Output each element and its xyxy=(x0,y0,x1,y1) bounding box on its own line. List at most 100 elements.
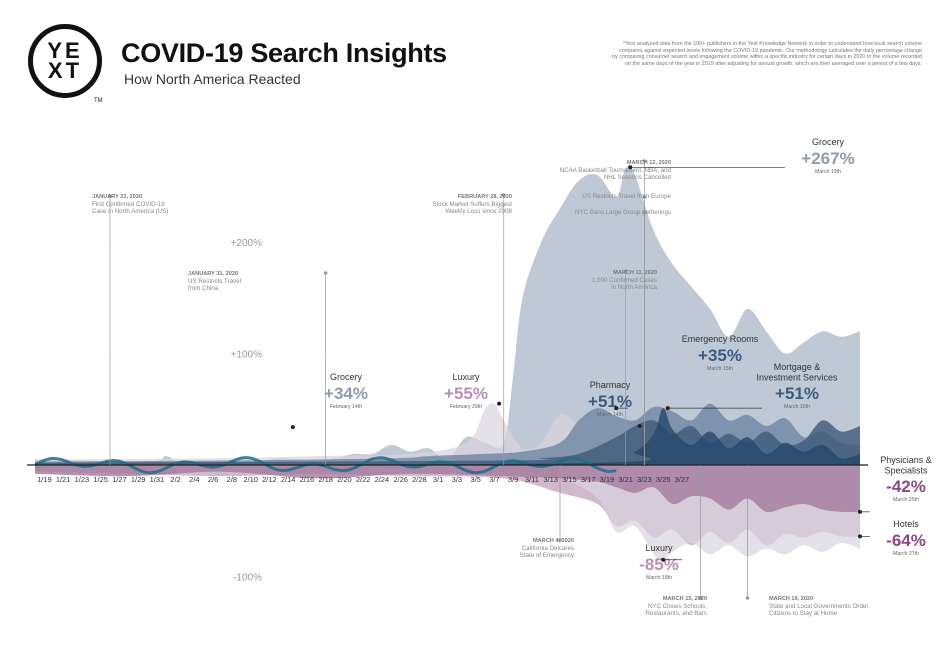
x-tick-label: 2/28 xyxy=(412,475,427,484)
callout-label: Luxury xyxy=(452,372,480,382)
x-axis: 1/19 1/21 1/23 1/25 1/27 1/29 1/31 2/2 2/4 2/6 2/8… xyxy=(37,475,689,484)
logo-text: YE XT xyxy=(47,38,83,83)
x-tick-label: 1/27 xyxy=(112,475,127,484)
event-date: MARCH 19, 2020 xyxy=(769,596,813,602)
x-tick-label: 2/18 xyxy=(318,475,333,484)
event-dot xyxy=(698,596,703,600)
x-tick-label: 2/26 xyxy=(393,475,408,484)
event-dot xyxy=(558,538,562,542)
callout-dot xyxy=(637,423,642,428)
trademark: TM xyxy=(94,98,103,104)
event-dot xyxy=(642,210,647,214)
x-tick-label: 2/20 xyxy=(337,475,352,484)
methodology-footnote: *Yext analyzed data from the 100+ publis… xyxy=(612,41,922,67)
x-tick-label: 1/25 xyxy=(93,475,108,484)
callout-dot xyxy=(290,425,295,430)
event-text: First Confirmed COVID-19 Case in North Am… xyxy=(92,201,168,215)
event-date: JANUARY 31, 2020 xyxy=(188,271,238,277)
event-date: MARCH 12, 2020 xyxy=(627,160,671,166)
callout-label: Emergency Rooms xyxy=(682,334,759,344)
callout-date: March 18th xyxy=(646,575,672,581)
callout-value: +34% xyxy=(324,384,368,403)
callout-date: March 16th xyxy=(784,404,810,410)
x-tick-label: 3/15 xyxy=(562,475,577,484)
y-axis: +200% +100% -100% xyxy=(60,238,860,584)
x-tick-label: 1/31 xyxy=(150,475,165,484)
x-tick-label: 2/22 xyxy=(356,475,371,484)
callout-value: +51% xyxy=(775,384,819,403)
event-text: NCAA Basketball Tournament, NBA, and NHL … xyxy=(560,167,672,181)
callout-label: Grocery xyxy=(330,372,363,382)
callout-value: +267% xyxy=(801,149,854,168)
callout-dot xyxy=(497,401,502,406)
x-tick-label: 3/17 xyxy=(581,475,596,484)
callout-label: Mortgage & Investment Services xyxy=(756,362,838,382)
callout-date: February 29th xyxy=(450,404,482,410)
event-dot xyxy=(745,596,750,600)
event-date: FEBRUARY 28, 2020 xyxy=(458,194,512,200)
x-tick-label: 3/21 xyxy=(618,475,633,484)
x-tick-label: 1/29 xyxy=(131,475,146,484)
event-text: State and Local Governments Order Citizen… xyxy=(769,603,868,617)
callout-value: -85% xyxy=(639,555,679,574)
x-tick-label: 3/11 xyxy=(525,475,539,484)
x-tick-label: 2/4 xyxy=(189,475,199,484)
callout-date: March 15th xyxy=(707,366,733,372)
x-tick-label: 3/25 xyxy=(656,475,671,484)
callout-label: Grocery xyxy=(812,137,845,147)
baseline-teal-wave xyxy=(34,456,617,475)
event-text: US Restricts Travel from Europe xyxy=(582,193,671,200)
series-area-grocery xyxy=(35,166,860,466)
logo-ring xyxy=(28,24,102,98)
event-text: NYC Bans Large Group gatherings xyxy=(575,209,671,216)
callout-date: March 14th xyxy=(597,412,623,418)
x-tick-label: 2/8 xyxy=(227,475,237,484)
callout-date: March 19th xyxy=(815,169,841,175)
callout-value: -42% xyxy=(886,477,926,496)
x-tick-label: 3/3 xyxy=(452,475,462,484)
event-text: California Delcares State of Emergency xyxy=(520,545,575,559)
y-tick-label: +200% xyxy=(231,238,263,249)
event-text: US Restricts Travel from China xyxy=(188,278,241,292)
callout-date: March 25th xyxy=(893,497,919,503)
callout-date: February 14th xyxy=(330,404,362,410)
event-dot xyxy=(623,269,628,273)
callout-value: +35% xyxy=(698,346,742,365)
x-tick-label: 1/19 xyxy=(37,475,52,484)
page-subtitle: How North America Reacted xyxy=(124,71,301,87)
callouts: Grocery +34%February 14th Luxury +55%Februa… xyxy=(290,137,932,581)
event-date: MARCH 4, 2020 xyxy=(533,538,574,544)
event-date: JANUARY 23, 2020 xyxy=(92,194,142,200)
event-dot xyxy=(642,159,647,163)
callout-value: +55% xyxy=(444,384,488,403)
event-text: NYC Closes Schools, Restaurants, and Bars xyxy=(645,603,707,617)
event-dot xyxy=(501,193,506,197)
event-date: MARCH 11, 2020 xyxy=(613,270,657,276)
y-tick-label: -100% xyxy=(233,573,262,584)
callout-value: -64% xyxy=(886,531,926,550)
series-area-physicians-specialists xyxy=(35,465,860,513)
x-tick-label: 2/12 xyxy=(262,475,277,484)
x-tick-label: 3/5 xyxy=(470,475,480,484)
x-tick-label: 2/10 xyxy=(243,475,258,484)
callout-value: +51% xyxy=(588,392,632,411)
x-tick-label: 3/1 xyxy=(433,475,443,484)
x-tick-label: 2/14 xyxy=(281,475,296,484)
x-tick-label: 1/21 xyxy=(56,475,71,484)
x-tick-label: 2/24 xyxy=(375,475,390,484)
callout-date: March 27th xyxy=(893,551,919,557)
y-tick-label: +100% xyxy=(231,350,263,361)
series-group xyxy=(34,166,860,560)
event-dot xyxy=(323,271,328,275)
x-tick-label: 3/23 xyxy=(637,475,652,484)
x-tick-label: 2/2 xyxy=(170,475,180,484)
series-area-mortgage-investment-services xyxy=(35,408,860,465)
x-tick-label: 3/13 xyxy=(543,475,558,484)
callout-label: Luxury xyxy=(645,543,673,553)
callout-label: Pharmacy xyxy=(590,380,631,390)
event-text: Stock Market Suffers Biggest Weekly Loss … xyxy=(432,201,512,215)
x-tick-label: 1/23 xyxy=(75,475,90,484)
x-tick-label: 2/16 xyxy=(300,475,315,484)
